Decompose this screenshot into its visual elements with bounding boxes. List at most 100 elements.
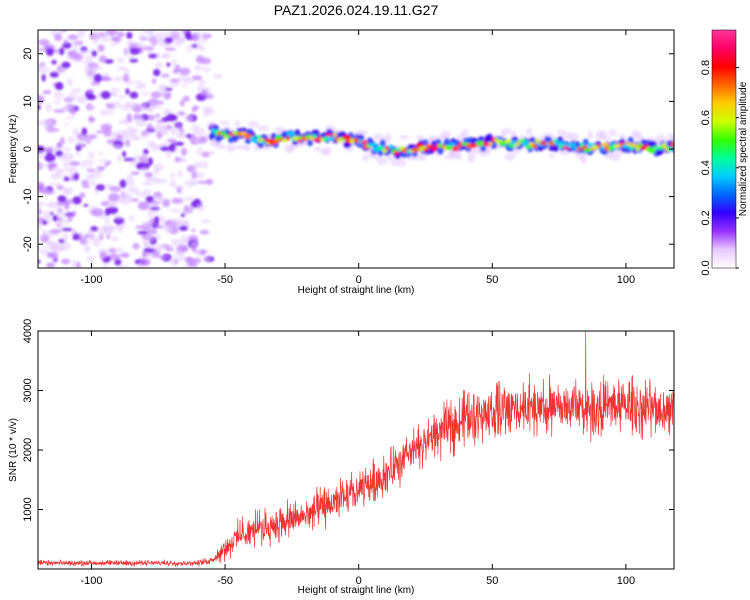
noise-blob [92, 40, 100, 45]
noise-blob [153, 167, 160, 176]
noise-blob [187, 44, 192, 53]
signal-halo [569, 133, 580, 141]
noise-blob [77, 30, 89, 35]
noise-blob [151, 105, 163, 109]
noise-blob [177, 219, 184, 227]
noise-blob [69, 161, 81, 166]
noise-blob [67, 93, 77, 101]
noise-blob [50, 30, 56, 37]
noise-blob [177, 111, 186, 116]
noise-blob [171, 238, 178, 247]
noise-blob [129, 47, 140, 55]
noise-blob [51, 60, 57, 65]
noise-blob [173, 141, 185, 146]
noise-blob [150, 91, 162, 99]
noise-blob [84, 245, 91, 253]
noise-blob [156, 119, 166, 124]
snr-x-label: Height of straight line (km) [298, 585, 415, 596]
colorbar-tick-label: 0.4 [700, 160, 712, 175]
noise-blob [118, 94, 127, 99]
noise-blob [137, 230, 149, 235]
noise-blob [72, 210, 77, 216]
snr-x-tick-label: 0 [356, 575, 362, 587]
noise-blob [51, 128, 60, 132]
noise-blob [153, 68, 161, 77]
signal-halo [219, 120, 230, 125]
noise-blob [160, 37, 166, 42]
noise-blob [145, 177, 155, 186]
noise-blob [143, 248, 156, 253]
noise-blob [38, 163, 48, 169]
noise-blob [46, 240, 53, 247]
noise-blob [42, 187, 47, 195]
noise-blob [201, 89, 208, 97]
signal-band [552, 144, 559, 152]
noise-blob [41, 73, 46, 82]
noise-blob [171, 58, 177, 67]
noise-blob [191, 32, 200, 42]
noise-blob [149, 206, 161, 211]
noise-blob [123, 157, 135, 162]
signal-core [423, 147, 429, 152]
noise-blob [126, 31, 133, 40]
noise-blob [155, 31, 166, 39]
noise-blob [89, 105, 96, 111]
noise-blob [100, 91, 111, 99]
snr-y-tick-label: 4000 [22, 319, 34, 343]
noise-blob [160, 146, 171, 152]
noise-blob [117, 225, 123, 233]
signal-core [388, 144, 394, 149]
noise-blob [62, 186, 68, 194]
spectrogram-y-tick-label: 0 [22, 146, 34, 152]
noise-blob [182, 95, 190, 102]
spectrogram-x-tick-label: -100 [80, 274, 102, 286]
noise-blob [38, 222, 42, 230]
noise-blob [163, 43, 172, 48]
signal-core [285, 136, 290, 141]
noise-blob [141, 103, 148, 109]
noise-blob [133, 135, 142, 142]
signal-halo [384, 132, 392, 143]
noise-blob [184, 211, 190, 216]
noise-blob [38, 208, 42, 215]
noise-blob [141, 153, 147, 161]
noise-blob [102, 77, 113, 81]
noise-blob [113, 76, 124, 82]
spectrogram-x-tick-label: -50 [217, 274, 233, 286]
signal-halo [415, 134, 425, 141]
noise-blob [181, 219, 190, 227]
noise-blob [169, 78, 181, 82]
noise-blob [54, 33, 63, 42]
snr-y-tick-label: 2000 [22, 438, 34, 462]
noise-blob [66, 187, 74, 193]
noise-blob [146, 132, 151, 137]
noise-blob [152, 78, 157, 85]
noise-blob [162, 141, 169, 147]
noise-blob [164, 47, 176, 51]
noise-blob [140, 91, 150, 96]
noise-blob [38, 119, 47, 126]
signal-halo [611, 154, 621, 162]
noise-blob [129, 58, 139, 63]
snr-x-tick-label: 100 [617, 575, 635, 587]
noise-blob [144, 172, 153, 179]
noise-blob [67, 213, 73, 222]
noise-blob [145, 195, 154, 203]
noise-blob [38, 151, 45, 159]
noise-blob [199, 229, 210, 235]
noise-blob [176, 158, 188, 163]
signal-halo [373, 133, 384, 141]
noise-blob [175, 131, 188, 139]
noise-blob [173, 251, 184, 256]
noise-blob [110, 87, 121, 93]
noise-blob [55, 169, 64, 178]
noise-blob [114, 36, 122, 43]
signal-core [670, 141, 674, 147]
snr-panel: -100 -50 0 50 100 1000 2000 3000 4000 Height of … [8, 319, 675, 596]
noise-blob [169, 208, 181, 213]
snr-x-tick-label: -100 [80, 575, 102, 587]
noise-blob [169, 256, 176, 266]
noise-blob [203, 109, 210, 118]
signal-core [524, 144, 534, 149]
noise-blob [134, 80, 142, 84]
